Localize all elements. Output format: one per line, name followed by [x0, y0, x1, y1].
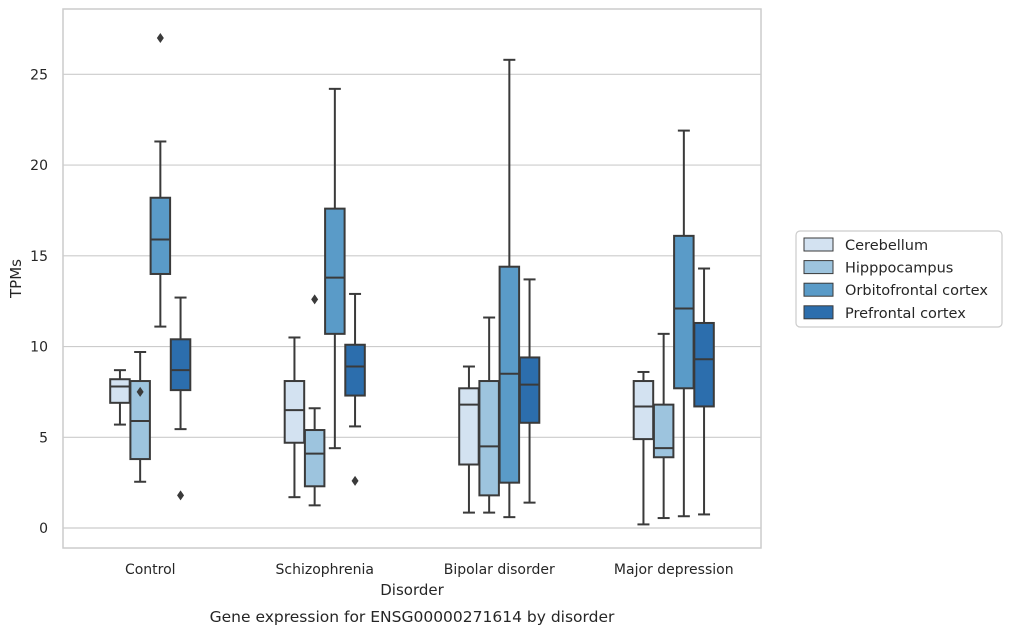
y-tick-label: 5	[39, 430, 48, 446]
outlier-point	[136, 386, 144, 397]
iqr-box	[458, 387, 480, 466]
box-cerebellum	[109, 369, 131, 426]
x-tick-label: Bipolar disorder	[444, 562, 555, 578]
iqr-box	[518, 356, 541, 424]
iqr-box	[344, 343, 366, 397]
x-tick-label: Major depression	[614, 562, 734, 578]
legend-swatch	[803, 260, 834, 275]
y-tick-label: 20	[30, 158, 48, 174]
legend-label: Hipppocampus	[845, 261, 953, 277]
iqr-box	[632, 380, 655, 441]
iqr-box	[673, 234, 695, 390]
y-tick-label: 10	[30, 340, 48, 356]
box-hipppocampus	[129, 351, 151, 483]
iqr-box	[652, 403, 675, 459]
y-axis-ticks: 0 5 10 15 20 25	[30, 67, 48, 537]
outlier-point	[351, 475, 359, 486]
legend-label: Cerebellum	[845, 238, 928, 254]
x-axis-title: Disorder	[380, 581, 444, 599]
iqr-box	[283, 380, 306, 444]
y-axis-title: TPMs	[7, 259, 25, 299]
box-orbitofrontal-cortex	[149, 33, 172, 328]
legend-frame	[795, 230, 1003, 328]
box-cerebellum	[632, 370, 655, 526]
iqr-box	[478, 380, 500, 497]
outlier-point	[156, 33, 164, 44]
x-tick-label: Schizophrenia	[276, 562, 374, 578]
box-prefrontal-cortex	[693, 267, 715, 516]
chart-caption: Gene expression for ENSG00000271614 by d…	[210, 608, 615, 626]
y-tick-label: 25	[30, 67, 48, 83]
legend-swatch	[803, 237, 834, 252]
iqr-box	[303, 429, 326, 488]
box-prefrontal-cortex	[169, 296, 192, 501]
iqr-box	[324, 207, 346, 335]
legend-swatch	[803, 282, 834, 297]
legend: Cerebellum Hipppocampus Orbitofrontal cort…	[795, 230, 1003, 328]
y-tick-label: 0	[39, 521, 48, 537]
iqr-box	[169, 338, 192, 392]
box-hipppocampus	[652, 332, 675, 520]
box-cerebellum	[458, 365, 480, 514]
box-orbitofrontal-cortex	[498, 58, 521, 519]
x-axis-ticks: Control Schizophrenia Bipolar disorder Majo…	[125, 562, 734, 578]
box-prefrontal-cortex	[518, 278, 541, 504]
gridlines	[63, 73, 761, 529]
box-cerebellum	[283, 336, 306, 499]
box-orbitofrontal-cortex	[673, 129, 695, 518]
plot-area-frame	[62, 8, 762, 549]
box-orbitofrontal-cortex	[324, 87, 346, 450]
box-hipppocampus	[303, 294, 326, 507]
legend-label: Prefrontal cortex	[845, 306, 966, 322]
y-tick-label: 15	[30, 249, 48, 265]
iqr-box	[149, 196, 172, 275]
iqr-box	[693, 321, 715, 408]
outlier-point	[177, 490, 185, 501]
legend-label: Orbitofrontal cortex	[845, 283, 988, 299]
outlier-point	[311, 294, 319, 305]
box-groups	[109, 33, 715, 526]
x-tick-label: Control	[125, 562, 176, 578]
iqr-box	[109, 378, 131, 404]
legend-swatch	[803, 305, 834, 320]
box-prefrontal-cortex	[344, 292, 366, 486]
